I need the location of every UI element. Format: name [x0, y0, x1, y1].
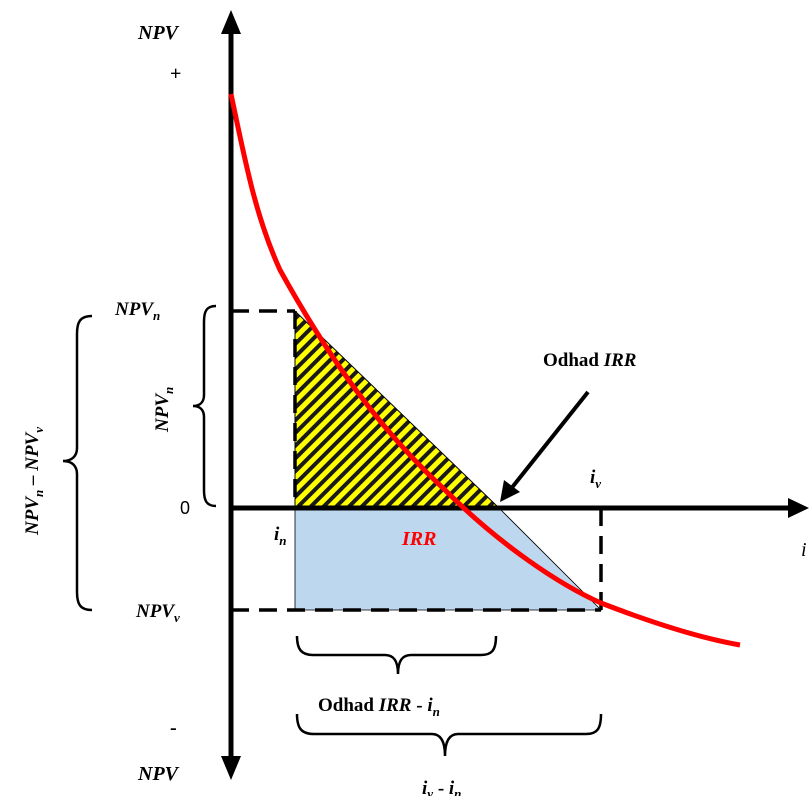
i-v-label: iv: [590, 467, 601, 491]
estimate-irr-label: Odhad IRR: [543, 350, 636, 371]
y-axis-arrow-top: [221, 10, 241, 34]
brace-npv-n: [192, 304, 217, 508]
brace-odhad-irr-minus-i-n: [295, 635, 498, 675]
x-axis-arrow: [788, 498, 809, 518]
y-axis-top-label: NPV: [137, 22, 180, 44]
brace-i-v-minus-i-n: [295, 713, 603, 757]
estimate-arrow-head: [500, 480, 520, 502]
brace-npv-n-label: NPVn: [152, 387, 176, 433]
brace-i-v-minus-i-n-label: iv - in: [422, 778, 461, 796]
lower-interpolation-region: [294, 507, 602, 611]
y-axis-arrow-bottom: [221, 756, 241, 780]
y-axis-plus-label: +: [170, 63, 181, 85]
npv-n-label: NPVn: [114, 299, 160, 323]
hatched-triangle: [294, 309, 501, 509]
x-axis-label: i: [801, 539, 807, 561]
brace-npv-difference-label: NPVn – NPVv: [22, 427, 46, 536]
npv-v-label: NPVv: [135, 601, 180, 625]
i-n-label: in: [274, 524, 287, 548]
estimate-arrow: [508, 390, 590, 492]
brace-odhad-irr-minus-i-n-label: Odhad IRR - in: [318, 695, 440, 719]
irr-label: IRR: [401, 528, 436, 550]
origin-zero-label: 0: [180, 498, 190, 518]
y-axis-bottom-label: NPV: [137, 763, 180, 785]
brace-npv-difference: [62, 314, 93, 612]
npv-curve: [228, 93, 741, 648]
y-axis-minus-label: -: [170, 717, 177, 739]
